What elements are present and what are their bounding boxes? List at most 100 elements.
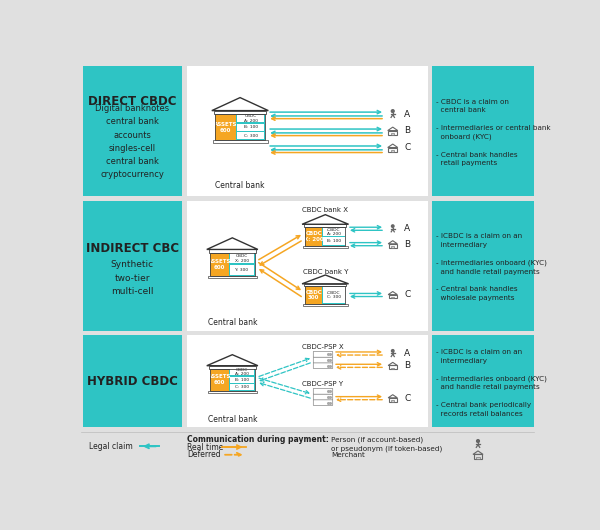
FancyBboxPatch shape <box>230 369 254 375</box>
FancyBboxPatch shape <box>305 286 322 304</box>
Text: A: A <box>404 349 410 358</box>
FancyBboxPatch shape <box>313 388 332 394</box>
Text: iCBDC
C: 300: iCBDC C: 300 <box>327 291 341 299</box>
FancyBboxPatch shape <box>313 357 332 363</box>
Text: Deferred: Deferred <box>187 450 221 460</box>
Polygon shape <box>207 355 258 366</box>
Text: CBDC
A: 200: CBDC A: 200 <box>244 114 257 122</box>
FancyBboxPatch shape <box>208 391 257 393</box>
FancyBboxPatch shape <box>313 363 332 368</box>
FancyBboxPatch shape <box>210 369 229 391</box>
FancyBboxPatch shape <box>313 394 332 400</box>
Text: DIRECT CBDC: DIRECT CBDC <box>88 95 176 108</box>
FancyBboxPatch shape <box>209 366 256 369</box>
Text: A: A <box>404 224 410 233</box>
Text: Synthetic
two-tier
multi-cell: Synthetic two-tier multi-cell <box>111 260 154 296</box>
Text: HYBRID CBDC: HYBRID CBDC <box>87 375 178 388</box>
Text: CBDC-PSP X: CBDC-PSP X <box>302 344 344 350</box>
FancyBboxPatch shape <box>313 400 332 405</box>
Text: B: 100: B: 100 <box>235 378 249 382</box>
Text: Merchant: Merchant <box>331 452 365 458</box>
Circle shape <box>391 110 394 112</box>
Text: A: A <box>404 110 410 119</box>
Text: CBDC-PSP Y: CBDC-PSP Y <box>302 381 344 387</box>
FancyBboxPatch shape <box>230 384 254 390</box>
Text: C: 300: C: 300 <box>235 385 249 389</box>
FancyBboxPatch shape <box>322 286 346 304</box>
FancyBboxPatch shape <box>304 224 346 227</box>
Text: CBDC bank X: CBDC bank X <box>302 207 349 213</box>
FancyBboxPatch shape <box>230 253 254 263</box>
FancyBboxPatch shape <box>431 201 534 331</box>
Text: C: C <box>404 394 410 403</box>
FancyBboxPatch shape <box>83 66 182 196</box>
Text: - ICBDC is a claim on an
  intermediary

- Intermediaries onboard (KYC)
  and ha: - ICBDC is a claim on an intermediary - … <box>436 233 547 301</box>
FancyBboxPatch shape <box>237 123 265 131</box>
FancyBboxPatch shape <box>187 66 428 196</box>
Text: Central bank: Central bank <box>215 181 265 190</box>
FancyBboxPatch shape <box>229 253 255 276</box>
Text: C: 300: C: 300 <box>244 134 258 138</box>
FancyBboxPatch shape <box>323 237 344 245</box>
FancyBboxPatch shape <box>230 265 254 275</box>
Text: CBDC bank Y: CBDC bank Y <box>302 269 348 275</box>
Polygon shape <box>207 238 258 250</box>
FancyBboxPatch shape <box>187 335 428 427</box>
FancyBboxPatch shape <box>323 227 344 236</box>
FancyBboxPatch shape <box>208 276 257 278</box>
Text: Y: 300: Y: 300 <box>235 268 248 272</box>
Text: B: B <box>404 361 410 370</box>
FancyBboxPatch shape <box>431 335 534 427</box>
FancyBboxPatch shape <box>322 227 346 246</box>
FancyBboxPatch shape <box>83 335 182 427</box>
Text: CBDC
300: CBDC 300 <box>305 289 322 301</box>
FancyBboxPatch shape <box>391 150 394 152</box>
FancyBboxPatch shape <box>391 368 394 369</box>
Text: INDIRECT CBC: INDIRECT CBC <box>86 242 179 255</box>
FancyBboxPatch shape <box>323 287 344 303</box>
FancyBboxPatch shape <box>215 114 236 140</box>
FancyBboxPatch shape <box>236 114 265 140</box>
Text: B: 100: B: 100 <box>244 125 258 129</box>
Text: iCBDC
A: 200: iCBDC A: 200 <box>327 227 341 236</box>
FancyBboxPatch shape <box>237 115 265 122</box>
Text: C: C <box>404 290 410 299</box>
Text: ASSETS
600: ASSETS 600 <box>208 374 231 385</box>
Circle shape <box>391 225 394 227</box>
Polygon shape <box>212 98 268 111</box>
Text: ASSETS
600: ASSETS 600 <box>208 259 231 270</box>
FancyBboxPatch shape <box>431 66 534 196</box>
Circle shape <box>391 350 394 352</box>
Text: Central bank: Central bank <box>208 317 257 326</box>
Text: Person (if account-based)
or pseudonym (if token-based): Person (if account-based) or pseudonym (… <box>331 436 442 452</box>
Text: ASSETS
600: ASSETS 600 <box>214 122 237 132</box>
FancyBboxPatch shape <box>214 111 266 114</box>
Text: B: 100: B: 100 <box>327 239 341 243</box>
Text: Communication during payment:: Communication during payment: <box>187 435 329 444</box>
Polygon shape <box>302 275 349 284</box>
FancyBboxPatch shape <box>313 351 332 357</box>
Circle shape <box>476 440 479 443</box>
FancyBboxPatch shape <box>391 133 394 135</box>
FancyBboxPatch shape <box>476 457 479 458</box>
Text: B: B <box>404 240 410 249</box>
FancyBboxPatch shape <box>210 253 229 276</box>
Text: CBDC
X: 200: CBDC X: 200 <box>304 231 323 242</box>
FancyBboxPatch shape <box>230 377 254 383</box>
FancyBboxPatch shape <box>304 284 346 286</box>
FancyBboxPatch shape <box>187 201 428 331</box>
FancyBboxPatch shape <box>212 140 268 143</box>
FancyBboxPatch shape <box>303 246 348 248</box>
Polygon shape <box>302 215 349 224</box>
Text: CBDC
A: 200: CBDC A: 200 <box>235 368 249 376</box>
FancyBboxPatch shape <box>229 369 255 391</box>
Text: Legal claim: Legal claim <box>89 442 133 451</box>
FancyBboxPatch shape <box>391 246 394 248</box>
Text: C: C <box>404 144 410 153</box>
FancyBboxPatch shape <box>391 297 394 298</box>
FancyBboxPatch shape <box>305 227 322 246</box>
FancyBboxPatch shape <box>391 400 394 402</box>
Text: Digital banknotes
central bank
accounts
singles-cell
central bank
cryptocurrency: Digital banknotes central bank accounts … <box>95 104 169 179</box>
Text: - ICBDC is a claim on an
  intermediary

- Intermediaries onboard (KYC)
  and ha: - ICBDC is a claim on an intermediary - … <box>436 349 547 417</box>
FancyBboxPatch shape <box>303 304 348 306</box>
